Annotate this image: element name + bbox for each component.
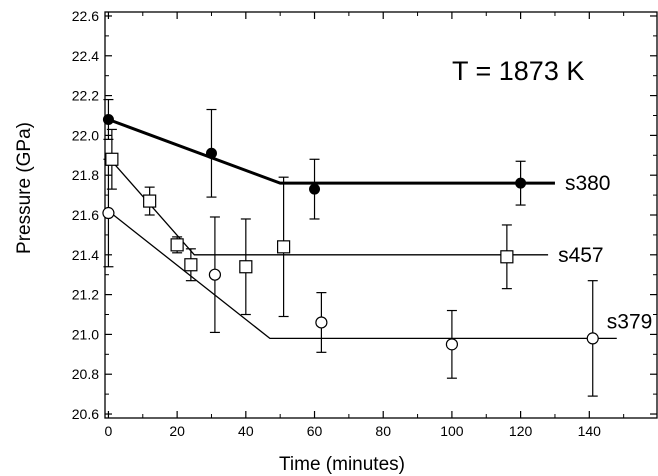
y-tick-label: 21.2 bbox=[72, 287, 99, 303]
point-s379 bbox=[445, 338, 459, 351]
point-s380 bbox=[309, 183, 321, 195]
y-tick-label: 22.0 bbox=[72, 127, 99, 143]
point-s457 bbox=[184, 258, 198, 272]
x-tick-label: 40 bbox=[238, 423, 254, 439]
x-tick-label: 100 bbox=[440, 423, 464, 439]
temperature-annotation: T = 1873 K bbox=[452, 56, 584, 86]
point-s457 bbox=[105, 152, 119, 166]
point-s379 bbox=[208, 268, 222, 281]
x-tick-label: 0 bbox=[105, 423, 113, 439]
point-s380 bbox=[515, 177, 527, 189]
x-tick-label: 140 bbox=[578, 423, 602, 439]
y-tick-label: 22.6 bbox=[72, 8, 99, 24]
fit-lines bbox=[107, 118, 617, 340]
point-s457 bbox=[277, 240, 291, 254]
point-s379 bbox=[586, 332, 599, 345]
data-markers bbox=[102, 113, 599, 351]
x-tick-label: 120 bbox=[509, 423, 533, 439]
y-tick-label: 21.4 bbox=[72, 247, 99, 263]
point-s379 bbox=[102, 206, 115, 220]
point-s380 bbox=[102, 113, 114, 125]
point-s379 bbox=[315, 316, 328, 329]
y-tick-label: 21.0 bbox=[72, 326, 99, 342]
point-s457 bbox=[500, 250, 514, 264]
y-tick-label: 20.6 bbox=[72, 406, 99, 422]
fit-line-s380 bbox=[107, 118, 555, 185]
series-label-s457: s457 bbox=[558, 244, 604, 267]
y-axis-title: Pressure (GPa) bbox=[14, 122, 35, 254]
fit-line-s379 bbox=[108, 210, 617, 340]
x-tick-label: 60 bbox=[307, 423, 323, 439]
x-axis-title: Time (minutes) bbox=[279, 454, 405, 475]
point-s457 bbox=[239, 260, 253, 274]
point-s380 bbox=[205, 147, 217, 159]
fit-line-s457 bbox=[107, 156, 549, 256]
x-axis-ticks: 0 20 40 60 80 100 120 140 bbox=[105, 12, 625, 439]
x-tick-label: 20 bbox=[169, 423, 185, 439]
y-tick-label: 22.4 bbox=[72, 48, 99, 64]
point-s457 bbox=[143, 194, 157, 208]
y-tick-label: 20.8 bbox=[72, 366, 99, 382]
series-label-s380: s380 bbox=[565, 172, 611, 195]
point-s457 bbox=[170, 238, 184, 252]
series-label-s379: s379 bbox=[607, 310, 653, 333]
y-tick-label: 21.6 bbox=[72, 207, 99, 223]
y-tick-label: 22.2 bbox=[72, 88, 99, 104]
y-axis-ticks: 20.6 20.8 21.0 21.2 21.4 21.6 21.8 22.0 22.2 22.4… bbox=[72, 8, 657, 422]
x-tick-label: 80 bbox=[375, 423, 391, 439]
y-tick-label: 21.8 bbox=[72, 167, 99, 183]
series-labels: s380 s457 s379 bbox=[558, 172, 652, 333]
